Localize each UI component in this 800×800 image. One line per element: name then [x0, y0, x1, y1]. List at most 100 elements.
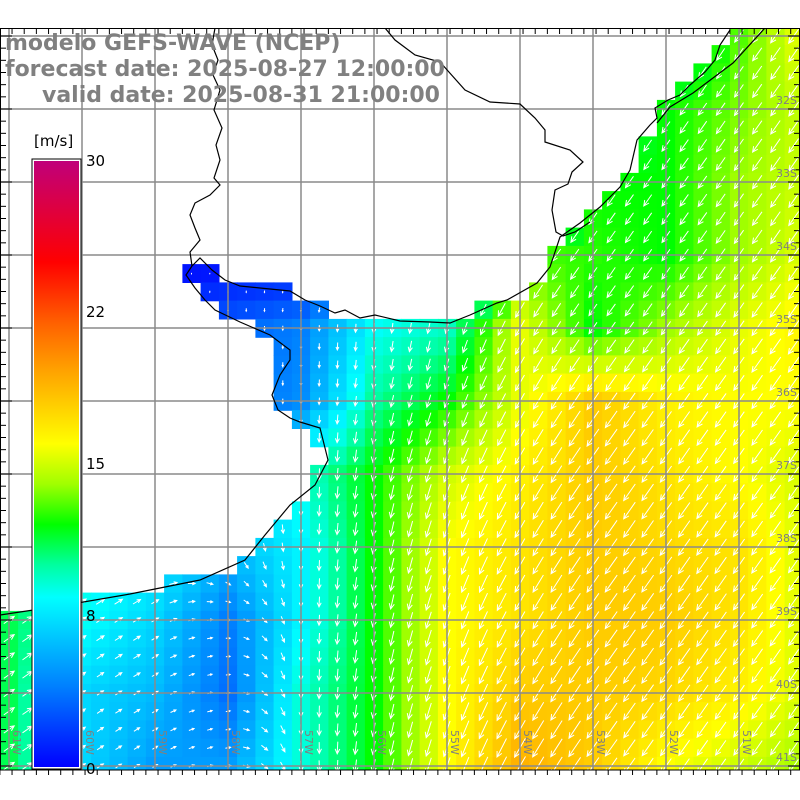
wind-arrow [696, 502, 709, 520]
speed-cell [55, 775, 74, 794]
wind-arrow [641, 702, 654, 721]
coastlines [0, 28, 766, 616]
wind-arrow [497, 302, 506, 318]
wind-arrow [751, 429, 763, 446]
wind-arrow [550, 483, 563, 502]
lon-label: 58W [229, 730, 242, 755]
wind-arrow [280, 634, 285, 644]
wind-arrow [479, 429, 488, 447]
wind-arrow [643, 157, 653, 171]
wind-arrow [335, 414, 340, 426]
wind-arrow [497, 429, 507, 447]
wind-arrow [207, 709, 214, 713]
wind-arrow [622, 593, 636, 612]
wind-arrow [678, 484, 691, 502]
wind-arrow [696, 429, 709, 447]
wind-arrow [568, 428, 581, 447]
wind-arrow [715, 266, 726, 281]
wind-arrow [696, 484, 709, 502]
wind-arrow [661, 777, 672, 792]
wind-arrow [697, 139, 708, 153]
wind-arrow [697, 777, 707, 792]
speed-cell [584, 9, 603, 28]
wind-arrow [371, 778, 376, 792]
wind-arrow [352, 631, 359, 646]
speed-cell [474, 775, 493, 794]
wind-arrow [624, 303, 635, 317]
wind-arrow [611, 17, 612, 19]
wind-arrow [406, 520, 414, 538]
wind-arrow [788, 667, 800, 683]
wind-arrow [243, 599, 250, 605]
wind-arrow [116, 782, 122, 786]
colorbar-tick-30: 30 [86, 152, 105, 170]
wind-arrow [169, 581, 179, 586]
wind-arrow [751, 120, 763, 135]
wind-arrow [206, 746, 214, 750]
wind-arrow [551, 338, 562, 355]
wind-arrow [769, 338, 782, 355]
lat-label: 41S [776, 751, 797, 764]
wind-arrow [551, 284, 562, 299]
wind-arrow [79, 782, 86, 787]
speed-cell [675, 9, 694, 28]
wind-arrow [568, 702, 581, 721]
wind-arrow [663, 13, 668, 22]
wind-arrow [496, 574, 507, 594]
colorbar: [m/s] 30 22 15 8 0 [31, 132, 105, 778]
wind-arrow [170, 727, 178, 732]
wind-arrow [769, 575, 782, 592]
wind-arrow [334, 577, 341, 591]
wind-arrow [280, 725, 286, 735]
wind-arrow [769, 284, 782, 300]
speed-cell [18, 9, 37, 28]
wind-arrow [770, 193, 781, 209]
wind-arrow [299, 779, 303, 789]
wind-arrow [353, 413, 359, 426]
wind-arrow [751, 520, 764, 538]
wind-arrow [133, 745, 141, 750]
wind-arrow [641, 593, 655, 612]
wind-arrow [188, 673, 196, 677]
wind-arrow [96, 708, 105, 714]
wind-arrow [406, 739, 414, 757]
wind-arrow [788, 521, 800, 537]
wind-arrow [169, 599, 178, 604]
wind-arrow [751, 356, 763, 373]
lat-label: 40S [776, 678, 797, 691]
wind-arrow [532, 520, 544, 539]
wind-arrow [769, 667, 782, 684]
wind-arrow [114, 635, 124, 641]
speed-cell [784, 227, 800, 247]
wind-arrow [496, 556, 507, 575]
wind-arrow [714, 447, 727, 465]
wind-arrow [550, 429, 563, 447]
wind-arrow [678, 721, 691, 739]
wind-arrow [623, 501, 636, 520]
wind-arrow [769, 502, 782, 519]
wind-arrow [478, 574, 488, 594]
speed-cell [784, 81, 800, 101]
wind-arrow [497, 338, 506, 355]
wind-arrow [769, 302, 782, 319]
speed-cell [347, 775, 366, 794]
wind-arrow [641, 629, 655, 648]
speed-cell [109, 9, 128, 28]
speed-cell [328, 9, 347, 28]
wind-arrow [515, 775, 526, 794]
wind-arrow [716, 48, 726, 62]
wind-arrow [424, 593, 432, 612]
wind-arrow [352, 650, 359, 664]
wind-arrow [624, 212, 634, 226]
wind-arrow [696, 375, 709, 392]
speed-cell [128, 9, 147, 28]
speed-cell [292, 9, 311, 28]
wind-arrow [243, 580, 250, 587]
wind-arrow [280, 670, 286, 680]
lat-lon-grid [0, 28, 800, 770]
wind-arrow [677, 629, 691, 648]
wind-arrow [641, 411, 654, 429]
wind-arrow [715, 157, 726, 172]
wind-arrow [496, 501, 507, 520]
wind-arrow [353, 377, 358, 389]
